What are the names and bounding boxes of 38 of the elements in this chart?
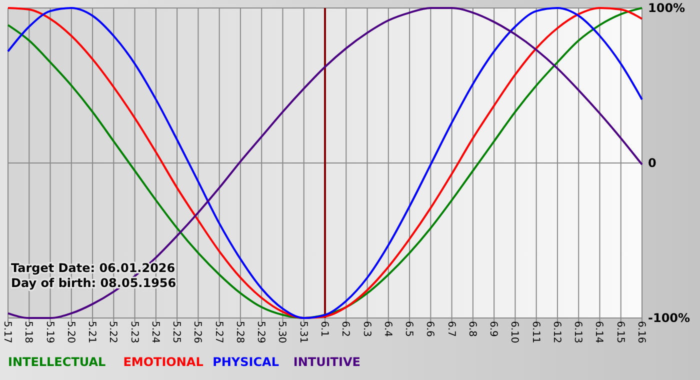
x-tick-label: 6.3 [360, 321, 372, 337]
x-tick-label: 5.25 [170, 321, 182, 344]
y-tick-label: -100% [648, 311, 690, 326]
x-tick-label: 5.29 [255, 321, 266, 344]
x-tick-label: 5.30 [276, 321, 288, 344]
x-tick-label: 6.9 [488, 321, 499, 337]
x-tick-label: 5.31 [297, 321, 308, 344]
x-tick-label: 5.24 [149, 321, 160, 344]
x-tick-label: 6.6 [424, 321, 436, 337]
text: PHYSICAL [212, 355, 280, 369]
text: INTELLECTUAL [8, 355, 106, 369]
x-tick-label: 5.27 [212, 321, 224, 344]
x-tick-label: 6.12 [550, 321, 562, 344]
x-tick-label: 5.19 [44, 321, 55, 344]
x-tick-label: 5.21 [86, 321, 98, 344]
x-tick-label: 6.15 [614, 321, 626, 344]
x-tick-label: 5.22 [107, 321, 118, 344]
x-tick-label: 6.10 [508, 321, 520, 344]
y-tick-label: 0 [648, 156, 656, 170]
x-tick-label: 6.11 [530, 321, 541, 344]
x-tick-label: 5.20 [64, 321, 76, 344]
text: INTUITIVE [293, 355, 360, 369]
x-tick-label: 5.18 [22, 321, 34, 344]
x-tick-label: 6.16 [636, 321, 646, 344]
x-tick-label: 5.28 [234, 321, 245, 344]
x-tick-label: 6.8 [466, 321, 478, 337]
y-tick-label: 100% [648, 1, 686, 16]
x-tick-label: 6.13 [572, 321, 584, 344]
x-tick-label: 5.17 [2, 321, 12, 344]
x-tick-label: 6.1 [318, 321, 330, 337]
x-tick-label: 5.26 [192, 321, 203, 344]
x-tick-label: 6.5 [403, 321, 414, 337]
text: EMOTIONAL [123, 355, 204, 369]
x-tick-label: 6.2 [340, 321, 351, 337]
x-tick-label: 6.14 [593, 321, 604, 344]
x-tick-label: 6.7 [445, 321, 456, 337]
x-tick-label: 5.23 [128, 321, 140, 344]
x-tick-label: 6.4 [382, 321, 393, 337]
